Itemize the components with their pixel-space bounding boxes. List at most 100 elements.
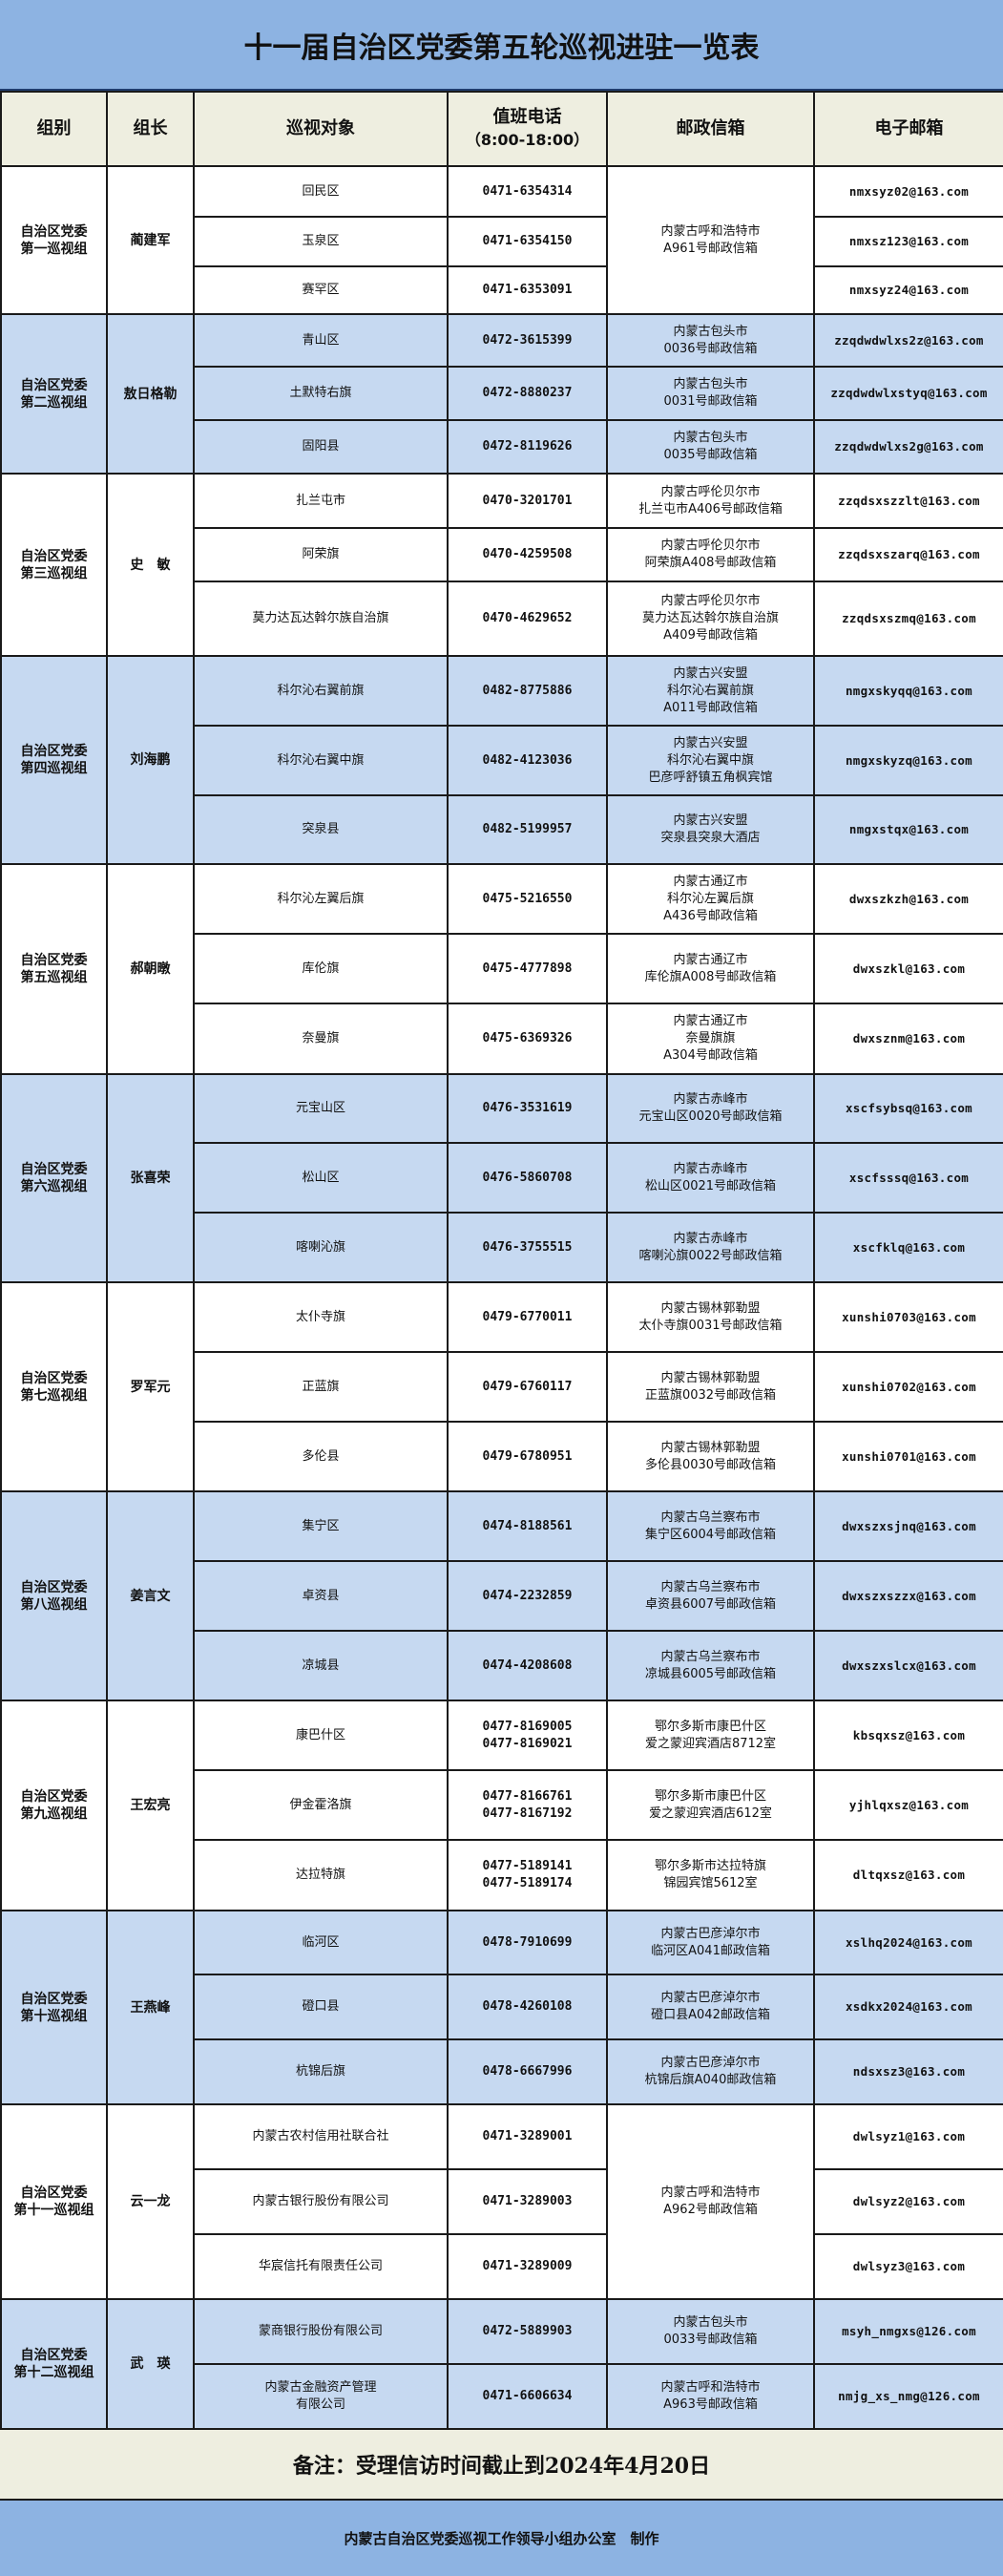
email-address[interactable]: nmgxskyzq@163.com [813, 725, 1003, 796]
email-address[interactable]: ndsxsz3@163.com [813, 2038, 1003, 2105]
email-address[interactable]: zzqdwdwlxs2z@163.com [813, 313, 1003, 368]
email-address[interactable]: dwxszxsjnq@163.com [813, 1490, 1003, 1562]
postbox: 内蒙古包头市 0033号邮政信箱 [606, 2298, 815, 2365]
email-address[interactable]: nmjg_xs_nmg@126.com [813, 2363, 1003, 2430]
email-address[interactable]: nmxsyz02@163.com [813, 165, 1003, 218]
group-name: 自治区党委 第六巡视组 [0, 1073, 108, 1283]
group-name: 自治区党委 第十二巡视组 [0, 2298, 108, 2430]
postbox: 内蒙古兴安盟 突泉县突泉大酒店 [606, 794, 815, 865]
inspection-target-line: 多伦县 [302, 1448, 340, 1464]
postbox-line: 内蒙古兴安盟 [673, 813, 748, 828]
header-target: 巡视对象 [193, 91, 449, 167]
postbox: 内蒙古呼伦贝尔市 扎兰屯市A406号邮政信箱 [606, 473, 815, 529]
table-row: 内蒙古金融资产管理 有限公司 0471-6606634 内蒙古呼和浩特市 A963号邮政… [1, 2363, 1003, 2430]
postbox-line: 内蒙古兴安盟 [673, 665, 748, 681]
table-row: 华宸信托有限责任公司 0471-3289009 dwlsyz3@163.com [1, 2233, 1003, 2300]
duty-phone: 0472-3615399 [447, 313, 608, 368]
postbox: 内蒙古巴彦淖尔市 临河区A041邮政信箱 [606, 1910, 815, 1975]
postbox-line: 正蓝旗0032号邮政信箱 [644, 1387, 777, 1403]
postbox-line: A409号邮政信箱 [663, 628, 758, 643]
inspection-target-line: 松山区 [302, 1170, 340, 1185]
table-row: 松山区 0476-5860708 内蒙古赤峰市 松山区0021号邮政信箱 xscfsss… [1, 1142, 1003, 1214]
email-address[interactable]: nmxsyz24@163.com [813, 265, 1003, 315]
postbox-line: 内蒙古包头市 [673, 2315, 748, 2330]
email-address[interactable]: dwxsznm@163.com [813, 1003, 1003, 1075]
duty-phone: 0471-3289003 [447, 2168, 608, 2235]
postbox: 内蒙古兴安盟 科尔沁右翼中旗 巴彦呼舒镇五角枫宾馆 [606, 725, 815, 796]
email-address[interactable]: xslhq2024@163.com [813, 1910, 1003, 1975]
postbox-line: 鄂尔多斯市康巴什区 [654, 1788, 766, 1804]
email-address[interactable]: xunshi0701@163.com [813, 1421, 1003, 1492]
group-name: 自治区党委 第十巡视组 [0, 1910, 108, 2105]
postbox-line: 杭锦后旗A040邮政信箱 [644, 2073, 777, 2087]
duty-phone-line: 0476-3531619 [482, 1101, 573, 1115]
email-address[interactable]: zzqdwdwlxs2g@163.com [813, 419, 1003, 475]
email-address[interactable]: xscfsssq@163.com [813, 1142, 1003, 1214]
duty-phone-line: 0477-5189174 [482, 1876, 573, 1890]
duty-phone: 0477-8166761 0477-8167192 [447, 1769, 608, 1841]
duty-phone-line: 0482-5199957 [482, 822, 573, 836]
duty-phone-line: 0477-8169005 [482, 1719, 573, 1734]
duty-phone: 0479-6780951 [447, 1421, 608, 1492]
group-leader: 敖日格勒 [106, 313, 195, 475]
email-address[interactable]: dwxszxslcx@163.com [813, 1630, 1003, 1701]
email-address[interactable]: yjhlqxsz@163.com [813, 1769, 1003, 1841]
table-row: 自治区党委 第五巡视组 郝朝暾 科尔沁左翼后旗 0475-5216550 内蒙古通辽市 科尔… [0, 863, 1003, 1075]
email-address[interactable]: nmgxstqx@163.com [813, 794, 1003, 865]
email-address[interactable]: dwlsyz2@163.com [813, 2168, 1003, 2235]
email-address[interactable]: dwlsyz3@163.com [813, 2233, 1003, 2300]
inspection-target-line: 喀喇沁旗 [295, 1239, 345, 1255]
email-address[interactable]: dwxszxszzx@163.com [813, 1560, 1003, 1632]
duty-phone: 0470-4259508 [447, 527, 608, 582]
duty-phone: 0471-6353091 [447, 265, 608, 315]
duty-phone-line: 0478-7910699 [482, 1934, 573, 1950]
footer: 内蒙古自治区党委巡视工作领导小组办公室 制作 [0, 2501, 1003, 2576]
duty-phone: 0475-6369326 [447, 1003, 608, 1075]
email-address[interactable]: nmxsz123@163.com [813, 216, 1003, 267]
duty-phone: 0471-3289009 [447, 2233, 608, 2300]
email-address[interactable]: zzqdsxszarq@163.com [813, 527, 1003, 582]
email-address[interactable]: xunshi0702@163.com [813, 1351, 1003, 1423]
inspection-target-line: 阿荣旗 [302, 547, 340, 561]
email-address[interactable]: dwxszkl@163.com [813, 933, 1003, 1004]
inspection-target: 扎兰屯市 [193, 473, 449, 529]
group-leader: 云一龙 [106, 2103, 195, 2300]
email-address[interactable]: msyh_nmgxs@126.com [813, 2298, 1003, 2365]
email-address[interactable]: xscfsybsq@163.com [813, 1073, 1003, 1144]
table-row: 杭锦后旗 0478-6667996 内蒙古巴彦淖尔市 杭锦后旗A040邮政信箱 ndsx… [1, 2038, 1003, 2105]
group-name-line: 第十一巡视组 [13, 2203, 94, 2218]
postbox: 内蒙古通辽市 库伦旗A008号邮政信箱 [606, 933, 815, 1004]
email-address[interactable]: dwlsyz1@163.com [813, 2103, 1003, 2170]
email-address[interactable]: dltqxsz@163.com [813, 1839, 1003, 1911]
inspection-target: 科尔沁右翼中旗 [193, 725, 449, 796]
inspection-target: 固阳县 [193, 419, 449, 475]
duty-phone: 0477-5189141 0477-5189174 [447, 1839, 608, 1911]
table-row: 多伦县 0479-6780951 内蒙古锡林郭勒盟 多伦县0030号邮政信箱 xunsh… [1, 1421, 1003, 1492]
email-address[interactable]: zzqdsxszmq@163.com [813, 581, 1003, 657]
postbox-line: 科尔沁右翼中旗 [666, 752, 754, 768]
postbox-line: 内蒙古兴安盟 [673, 735, 748, 750]
group-name-line: 第九巡视组 [20, 1806, 88, 1822]
inspection-target: 蒙商银行股份有限公司 [193, 2298, 449, 2365]
email-address[interactable]: zzqdsxszzlt@163.com [813, 473, 1003, 529]
duty-phone-line: 0474-4208608 [482, 1658, 573, 1673]
table-row: 阿荣旗 0470-4259508 内蒙古呼伦贝尔市 阿荣旗A408号邮政信箱 zzqds… [1, 527, 1003, 582]
postbox-line: 奈曼旗旗 [685, 1031, 736, 1045]
inspection-target: 突泉县 [193, 794, 449, 865]
email-address[interactable]: xsdkx2024@163.com [813, 1974, 1003, 2040]
group-name-line: 自治区党委 [20, 377, 88, 393]
email-address[interactable]: zzqdwdwlxstyq@163.com [813, 366, 1003, 421]
postbox-line: 内蒙古呼伦贝尔市 [660, 538, 761, 553]
duty-phone: 0471-6354314 [447, 165, 608, 218]
table-row: 伊金霍洛旗 0477-8166761 0477-8167192 鄂尔多斯市康巴什区 爱之… [1, 1769, 1003, 1841]
inspection-target-line: 太仆寺旗 [295, 1309, 345, 1324]
email-address[interactable]: dwxszkzh@163.com [813, 863, 1003, 935]
group-leader: 蔺建军 [106, 165, 195, 315]
header-email: 电子邮箱 [813, 91, 1003, 167]
inspection-target-line: 固阳县 [302, 439, 340, 454]
email-address[interactable]: xunshi0703@163.com [813, 1281, 1003, 1353]
email-address[interactable]: xscfklq@163.com [813, 1212, 1003, 1283]
email-address[interactable]: nmgxskyqq@163.com [813, 655, 1003, 727]
duty-phone-line: 0472-8880237 [482, 386, 573, 400]
email-address[interactable]: kbsqxsz@163.com [813, 1700, 1003, 1771]
